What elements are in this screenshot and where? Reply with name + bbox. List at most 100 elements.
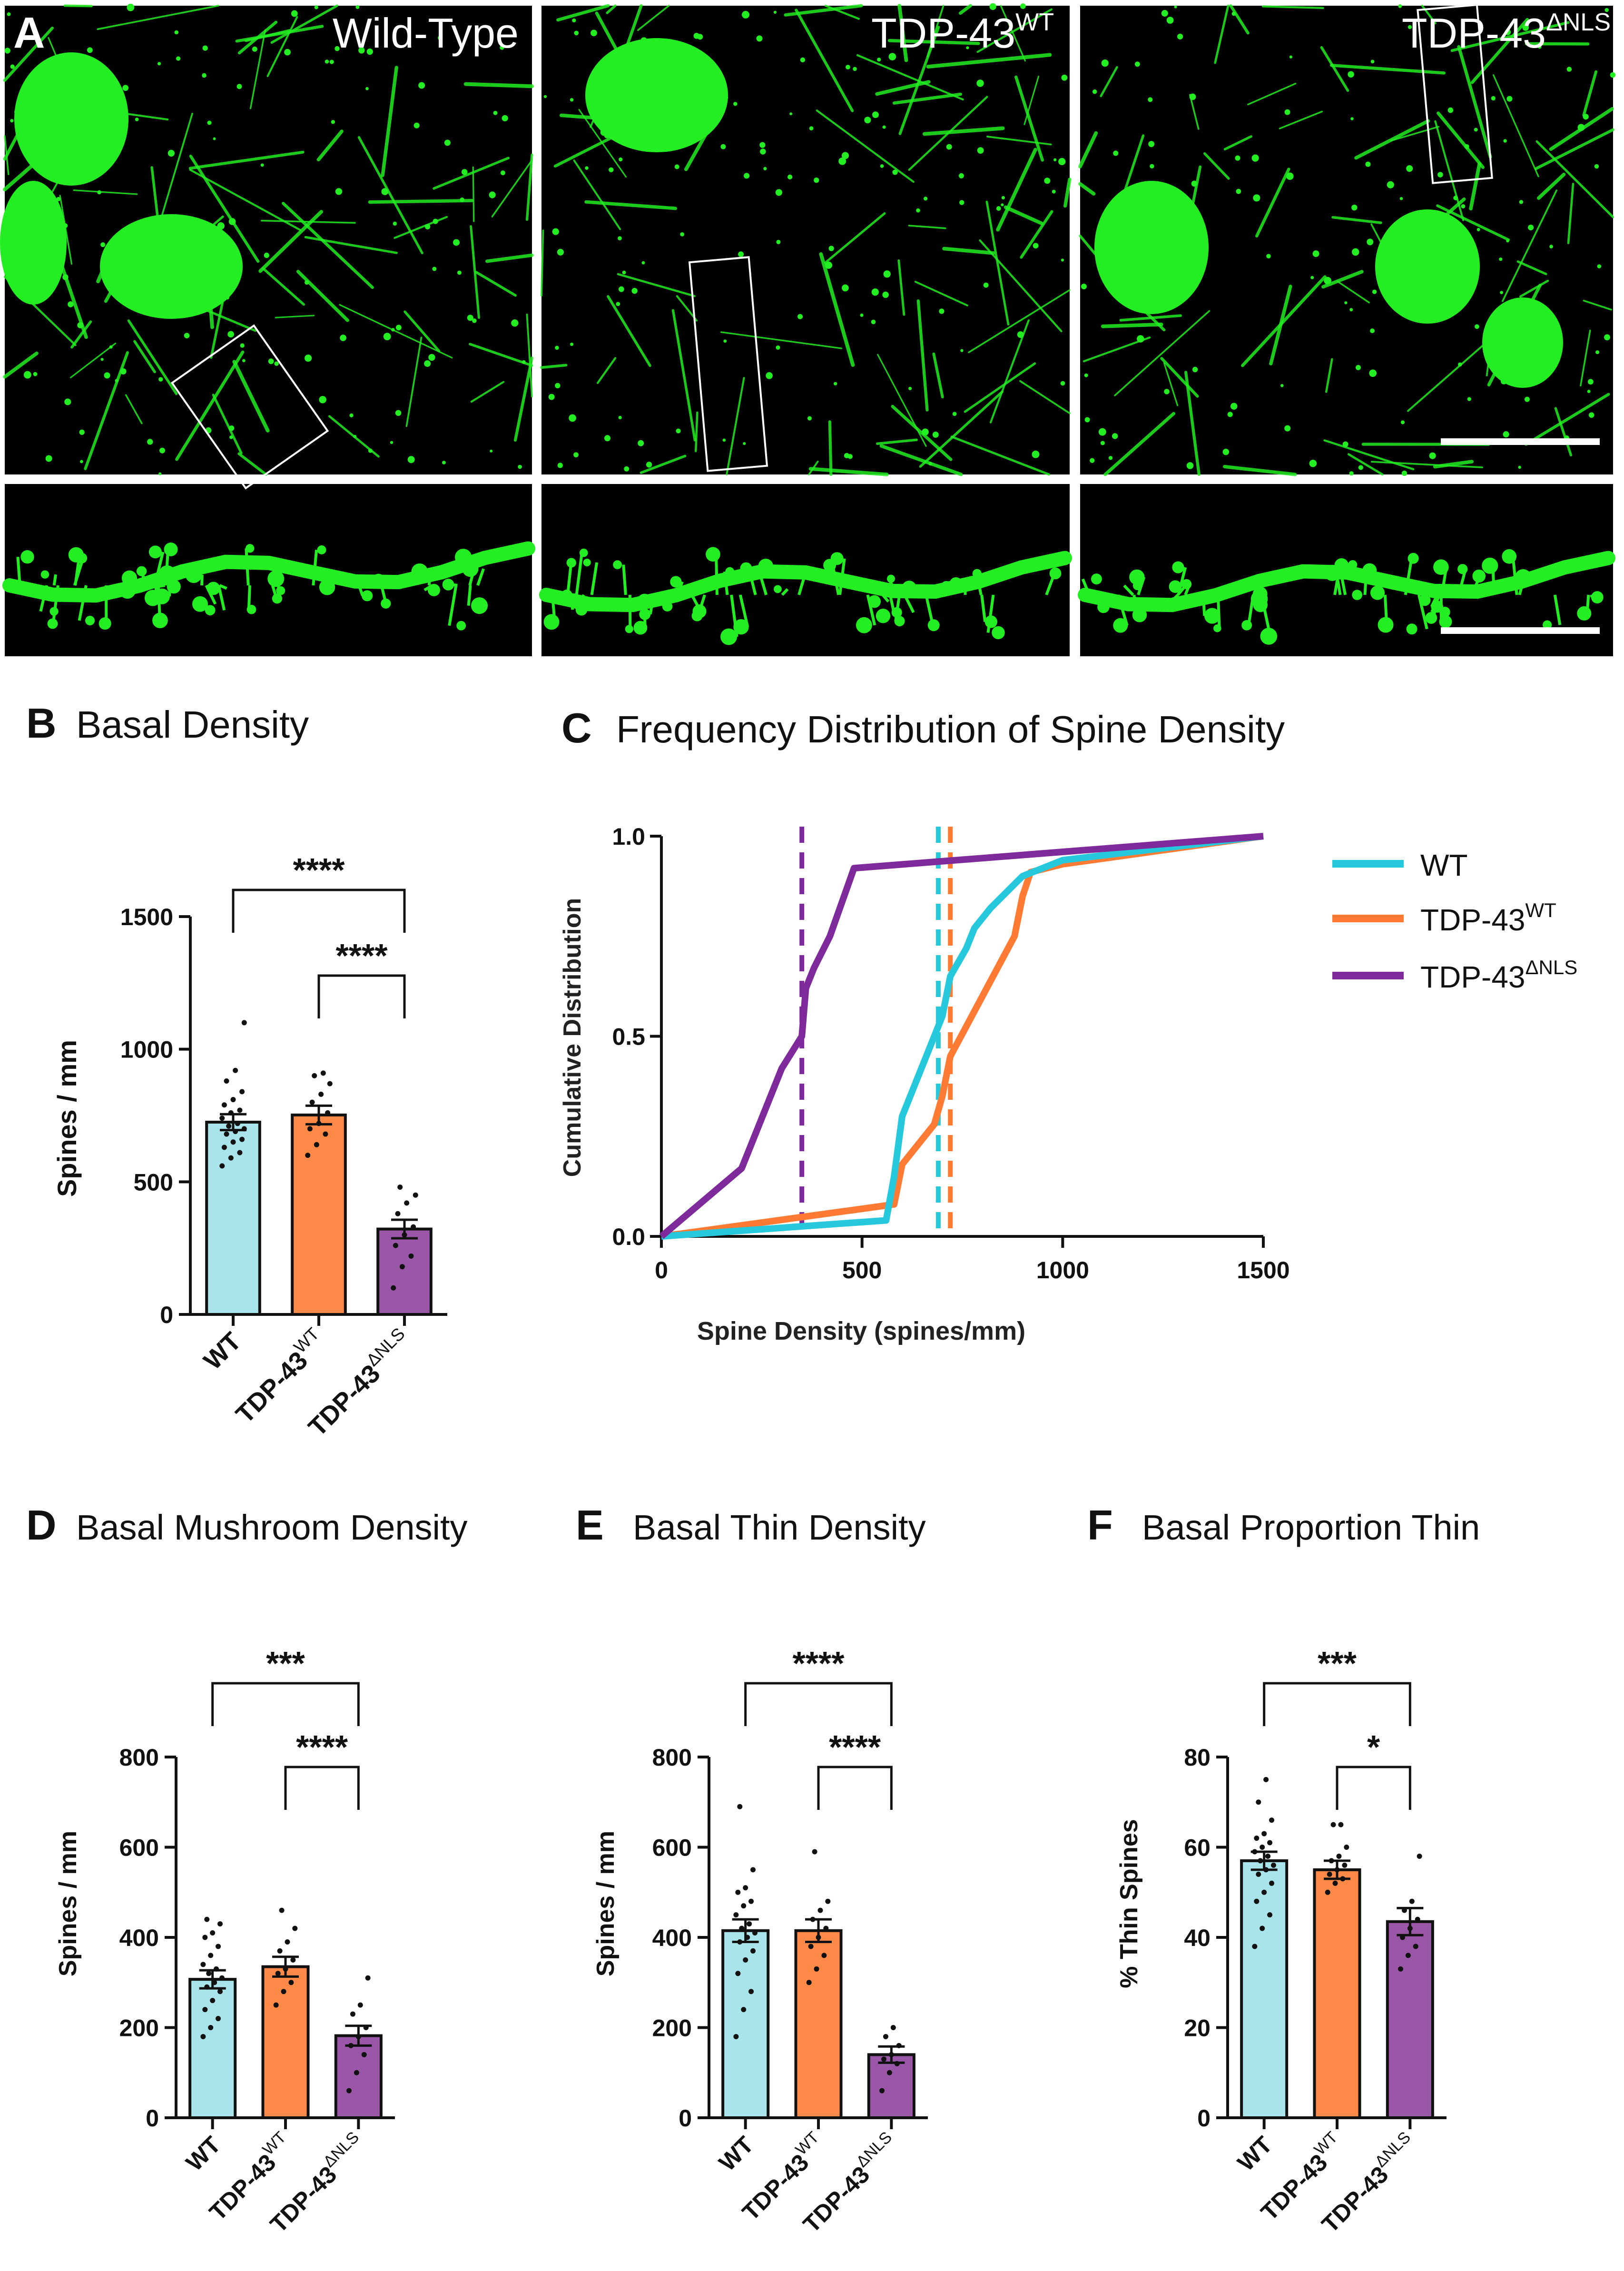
dendrite-segment xyxy=(159,113,193,221)
spine-dot xyxy=(442,461,446,464)
spine-head xyxy=(119,582,136,599)
spine-head xyxy=(1097,601,1110,613)
spine-dot xyxy=(996,206,1001,211)
spine-dot xyxy=(511,319,519,327)
spine-dot xyxy=(305,280,309,285)
spine-neck xyxy=(781,588,789,596)
data-point xyxy=(237,1150,243,1155)
spine-head xyxy=(1439,615,1452,628)
data-point xyxy=(350,2011,355,2017)
dendrite-segment xyxy=(892,92,962,105)
spine-dot xyxy=(842,284,849,292)
data-point xyxy=(1417,1853,1422,1859)
y-tick-label: 0 xyxy=(1197,2105,1211,2132)
dendrite-segment xyxy=(1223,464,1297,476)
spine-dot xyxy=(264,252,269,258)
spine-dot xyxy=(543,95,547,99)
spine-neck xyxy=(427,572,432,586)
soma xyxy=(14,52,128,186)
dendrite-segment xyxy=(1241,275,1327,367)
spine-dot xyxy=(291,10,298,17)
spine-head xyxy=(1113,618,1128,633)
spine-dot xyxy=(1464,144,1469,149)
label-sup: WT xyxy=(1015,9,1054,36)
spine-dot xyxy=(77,322,84,328)
data-point xyxy=(283,1966,288,1972)
spine-dot xyxy=(760,148,766,155)
spine-head xyxy=(454,549,472,566)
data-point xyxy=(290,1957,296,1963)
spine-dot xyxy=(1352,248,1359,256)
spine-head xyxy=(1378,617,1394,633)
spine-head xyxy=(49,607,59,616)
zoom-tdp43-wt xyxy=(539,484,1072,656)
spine-dot xyxy=(1370,328,1375,334)
spine-head xyxy=(1472,569,1486,583)
spine-head xyxy=(372,573,385,586)
spine-dot xyxy=(329,59,334,64)
spine-dot xyxy=(395,410,402,416)
data-point xyxy=(816,1935,821,1940)
spine-head xyxy=(121,570,138,586)
dendrite-segment xyxy=(304,236,398,254)
spine-head xyxy=(427,583,440,596)
spine-dot xyxy=(1161,10,1168,17)
spine-head xyxy=(110,585,119,594)
legend-sup: ΔNLS xyxy=(1526,956,1578,978)
spine-neck xyxy=(247,585,251,610)
spine-dot xyxy=(1280,384,1284,387)
spine-head xyxy=(1370,585,1385,600)
spine-dot xyxy=(1227,412,1233,417)
spine-dot xyxy=(1458,362,1462,367)
spine-head xyxy=(740,562,752,574)
spine-dot xyxy=(228,218,236,225)
spine-dot xyxy=(1349,308,1353,312)
dendrite-segment xyxy=(976,8,1053,53)
spine-dot xyxy=(1475,324,1479,329)
micrograph-label: Wild-Type xyxy=(333,10,519,57)
dendrite-segment xyxy=(1437,111,1485,169)
panel-letter: B xyxy=(26,700,57,747)
spine-dot xyxy=(202,45,208,51)
spine-dot xyxy=(1312,250,1319,257)
spine-neck xyxy=(980,594,987,622)
spine-head xyxy=(154,588,170,604)
spine-dot xyxy=(1348,71,1354,78)
spine-neck xyxy=(649,594,655,615)
spine-dot xyxy=(1001,203,1004,207)
spine-dot xyxy=(733,102,738,106)
data-point xyxy=(395,1211,401,1216)
data-point xyxy=(745,1935,750,1940)
spine-dot xyxy=(1505,29,1511,35)
spine-dot xyxy=(618,286,624,292)
spine-dot xyxy=(174,30,179,35)
dendrite-segment xyxy=(1000,5,1026,62)
spine-dot xyxy=(1081,284,1087,290)
zoom-tdp43-nls xyxy=(1078,484,1615,656)
data-point xyxy=(823,1925,829,1931)
legend-base: TDP-43 xyxy=(1420,960,1526,994)
significance-bracket xyxy=(284,1766,360,1810)
spine-dot xyxy=(115,379,118,383)
spine-neck xyxy=(566,563,573,595)
spine-dot xyxy=(7,12,11,16)
spine-dot xyxy=(1461,204,1466,208)
spine-dot xyxy=(1098,428,1106,436)
significance-bracket xyxy=(744,1682,893,1726)
data-point xyxy=(1344,1845,1349,1850)
spine-neck xyxy=(51,585,59,624)
dendrite-segment xyxy=(1063,178,1072,208)
spine-dot xyxy=(570,98,574,102)
spine-dot xyxy=(591,30,597,37)
spine-head xyxy=(1577,606,1592,621)
dendrite-shaft xyxy=(2,541,535,603)
spine-dot xyxy=(958,173,964,178)
spine-dot xyxy=(418,82,425,89)
data-point xyxy=(748,1898,754,1904)
bar xyxy=(1240,1859,1289,2120)
spine-dot xyxy=(722,438,726,442)
spine-dot xyxy=(641,261,645,265)
dendrite-segment xyxy=(1329,63,1446,75)
micrograph-label: TDP-43WT xyxy=(871,9,1054,57)
data-point xyxy=(224,1131,229,1137)
